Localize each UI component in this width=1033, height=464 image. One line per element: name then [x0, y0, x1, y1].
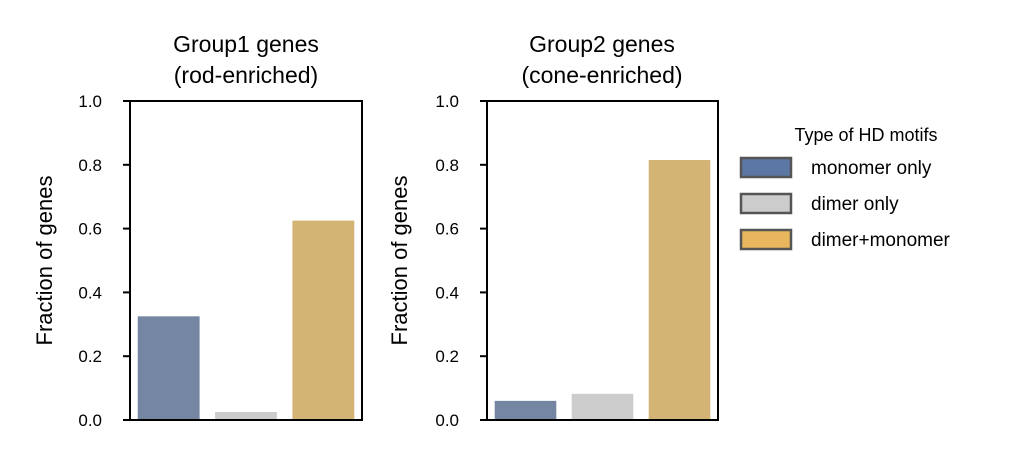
- y-tick-label: 0.2: [435, 347, 459, 366]
- y-tick-label: 0.8: [78, 156, 102, 175]
- y-tick-label: 0.4: [78, 283, 102, 302]
- legend-label: dimer+monomer: [811, 230, 951, 251]
- legend-swatch: [739, 228, 793, 251]
- chart-panel-2: Group2 genes (cone-enriched) 0.0 0.2 0.4 0.6 0…: [387, 31, 719, 430]
- y-tick-label: 0.6: [78, 220, 102, 239]
- legend-swatch: [739, 156, 793, 179]
- y-tick-label: 0.6: [435, 220, 459, 239]
- chart-title-line: Group2 genes: [529, 31, 675, 57]
- y-tick-label: 0.0: [435, 411, 459, 430]
- plot-frame: [129, 100, 363, 421]
- legend-label: dimer only: [811, 194, 899, 215]
- legend-swatch: [739, 192, 793, 215]
- chart-title-line: (cone-enriched): [521, 62, 682, 88]
- bar-dimer-monomer: [292, 220, 355, 420]
- bar-dimer-monomer: [648, 160, 711, 420]
- y-axis-label: Fraction of genes: [32, 176, 57, 346]
- legend-title: Type of HD motifs: [794, 125, 937, 145]
- y-tick-label: 0.0: [78, 411, 102, 430]
- legend: Type of HD motifs monomer only dimer only d…: [739, 125, 951, 251]
- y-tick-label: 0.4: [435, 283, 459, 302]
- y-tick-label: 1.0: [435, 92, 459, 111]
- chart-panel-1: Group1 genes (rod-enriched) 0.0 0.2 0.4 0.6 0.…: [32, 31, 363, 430]
- y-axis-label: Fraction of genes: [387, 176, 412, 346]
- plot-frame: [486, 100, 719, 421]
- y-tick-label: 1.0: [78, 92, 102, 111]
- bar-dimer-only: [215, 412, 277, 420]
- bar-monomer-only: [137, 316, 200, 420]
- chart-title-line: Group1 genes: [173, 31, 319, 57]
- y-tick-label: 0.8: [435, 156, 459, 175]
- bar-dimer-only: [571, 393, 634, 420]
- y-tick-label: 0.2: [78, 347, 102, 366]
- chart-title-line: (rod-enriched): [174, 62, 318, 88]
- bar-monomer-only: [494, 400, 557, 420]
- legend-label: monomer only: [811, 158, 932, 179]
